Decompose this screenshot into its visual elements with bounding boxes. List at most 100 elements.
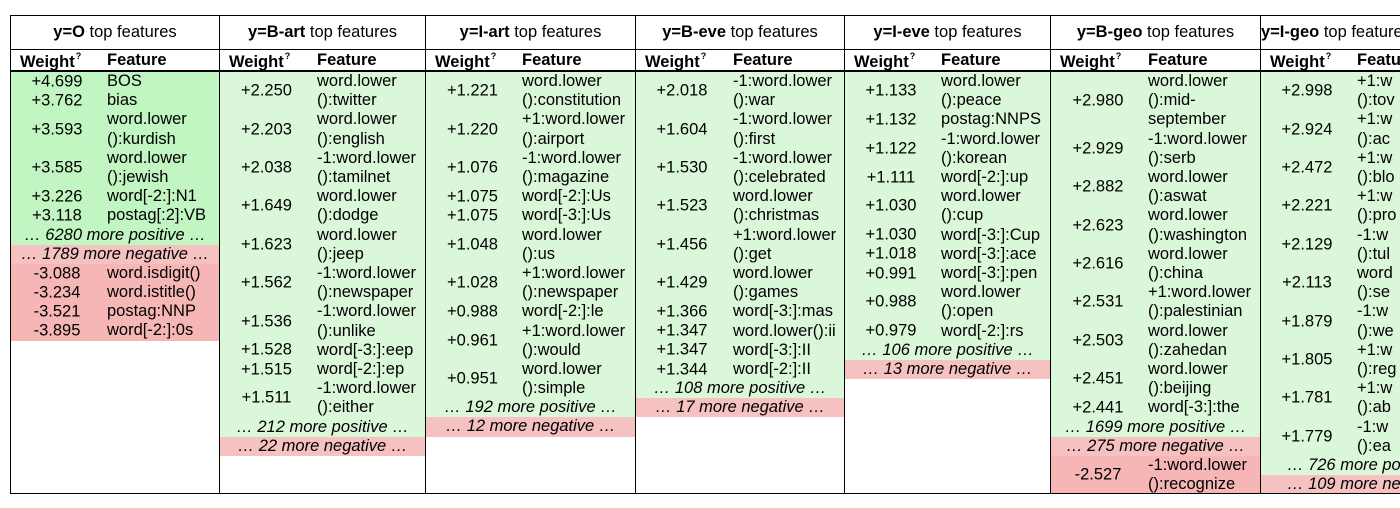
feature-line: ():newspaper	[317, 283, 414, 302]
weight-value: +1.030	[865, 196, 917, 215]
feature-line: ():twitter	[317, 91, 377, 110]
table-row: +2.250 word.lower ():twitter	[220, 72, 425, 111]
table-header: Weight? Feature	[845, 50, 1050, 72]
weight-value: +1.347	[656, 321, 708, 340]
feature-name: word[-3:]:mas	[733, 302, 844, 321]
column-title: y=B-eve top features	[636, 16, 844, 50]
help-icon[interactable]: ?	[1115, 51, 1122, 61]
weight-header: Weight?	[854, 51, 915, 72]
title-suffix: top features	[305, 23, 398, 41]
feature-line: word.lower	[1148, 206, 1228, 225]
feature-line: +1:word.lower	[522, 263, 626, 282]
feature-name: -1:word.lower ():celebrated	[733, 149, 844, 187]
weight-header: Weight?	[20, 51, 81, 72]
help-icon[interactable]: ?	[909, 51, 916, 61]
table-row: +1.781 +1:w ():ab	[1261, 379, 1400, 418]
feature-line: ():war	[733, 91, 776, 110]
weight-value: +2.924	[1281, 119, 1333, 138]
weight-value: +1.018	[865, 244, 917, 263]
weight-value: +1.076	[447, 158, 498, 177]
weight-value: +1.604	[656, 119, 708, 138]
feature-line: ():ac	[1357, 129, 1390, 148]
class-column: y=B-eve top features Weight? Feature +2.018…	[635, 16, 844, 493]
help-icon[interactable]: ?	[700, 51, 707, 61]
feature-line: ():aswat	[1148, 187, 1207, 206]
feature-name: word.lower ():cup	[941, 187, 1050, 225]
feature-name: word[-2:]:Us	[522, 187, 635, 206]
feature-line: word.lower	[733, 263, 813, 282]
table-row: +1.366 word[-3:]:mas	[636, 302, 844, 322]
class-label: y=B-eve	[662, 23, 727, 41]
weight-value: +1.221	[447, 81, 498, 100]
weight-value: +1.347	[656, 340, 708, 359]
feature-line: word[-2:]:le	[522, 302, 604, 321]
feature-name: word[-3:]:the	[1148, 398, 1260, 417]
weight-header-label: Weight	[20, 53, 75, 71]
feature-line: word[-3:]:II	[733, 340, 811, 359]
feature-name: word[-2:]:ep	[317, 360, 425, 379]
feature-name: -1:word.lower ():serb	[1148, 130, 1260, 168]
feature-line: word[-3:]:ace	[941, 244, 1037, 263]
feature-name: word.lower ():english	[317, 110, 425, 148]
feature-name: postag:NNPS	[941, 110, 1050, 129]
table-row: +1.133 word.lower ():peace	[845, 72, 1050, 111]
weight-value: +4.699	[31, 71, 83, 90]
table-row: +1.076 -1:word.lower ():magazine	[426, 148, 635, 188]
table-row: +0.951 word.lower ():simple	[426, 359, 635, 399]
feature-name: -1:word.lower ():first	[733, 110, 844, 148]
feature-name: word[-2:]:le	[522, 302, 635, 321]
feature-name: +1:word.lower ():would	[522, 322, 635, 360]
feature-name: +1:w ():ac	[1357, 110, 1400, 148]
table-header: Weight? Feature	[636, 50, 844, 72]
table-row: +2.018 -1:word.lower ():war	[636, 72, 844, 111]
table-row: -3.521 postag:NNP	[11, 302, 219, 322]
feature-header: Feature	[1357, 51, 1400, 69]
feature-name: +1:word.lower ():newspaper	[522, 264, 635, 302]
more-positive-summary: … 108 more positive …	[636, 379, 844, 399]
table-row: +2.998 +1:w ():tov	[1261, 72, 1400, 111]
weight-value: +3.593	[31, 119, 83, 138]
feature-name: word.lower ():peace	[941, 72, 1050, 110]
class-column: y=B-geo top features Weight? Feature +2.980…	[1050, 16, 1260, 493]
table-row: +1.132 postag:NNPS	[845, 110, 1050, 130]
feature-line: word.lower	[317, 225, 397, 244]
weight-value: -2.527	[1074, 465, 1122, 484]
help-icon[interactable]: ?	[75, 51, 82, 61]
feature-line: -1:word.lower	[317, 148, 417, 167]
feature-name: -1:w ():we	[1357, 302, 1400, 340]
weight-value: +1.879	[1281, 311, 1333, 330]
feature-name: +1:w ():tov	[1357, 72, 1400, 110]
weight-value: +1.030	[865, 225, 917, 244]
feature-line: word.lower	[522, 225, 602, 244]
feature-name: word.lower ():kurdish	[107, 110, 219, 148]
weight-value: +1.220	[447, 119, 498, 138]
feature-line: -1:word.lower	[1148, 129, 1248, 148]
feature-line: word[-2:]:II	[733, 359, 811, 378]
weight-value: +2.221	[1281, 196, 1333, 215]
weight-header-label: Weight	[645, 53, 700, 71]
weight-value: +1.536	[241, 311, 292, 330]
weight-value: +1.456	[656, 235, 708, 254]
feature-line: ():get	[733, 244, 772, 263]
help-icon[interactable]: ?	[490, 51, 497, 61]
column-title: y=O top features	[11, 16, 219, 50]
class-label: y=I-art	[459, 23, 510, 41]
more-positive-summary: … 212 more positive …	[220, 417, 425, 437]
weight-value: +1.133	[865, 81, 917, 100]
weight-value: +1.048	[447, 235, 498, 254]
weight-value: -3.521	[33, 302, 81, 321]
feature-name: -1:word.lower ():magazine	[522, 149, 635, 187]
feature-line: word[-2:]:up	[941, 167, 1029, 186]
help-icon[interactable]: ?	[284, 51, 291, 61]
title-suffix: top features	[1142, 23, 1235, 41]
feature-line: ():palestinian	[1148, 302, 1243, 321]
weight-value: +2.503	[1072, 331, 1124, 350]
help-icon[interactable]: ?	[1325, 51, 1332, 61]
feature-line: ():us	[522, 244, 555, 263]
feature-name: word[-3:]:Us	[522, 206, 635, 225]
feature-name: +1:w ():blo	[1357, 149, 1400, 187]
feature-header: Feature	[522, 51, 582, 69]
feature-line: word[-2:]:rs	[941, 321, 1024, 340]
weight-header: Weight?	[1060, 51, 1121, 72]
weight-value: +1.075	[447, 187, 498, 206]
